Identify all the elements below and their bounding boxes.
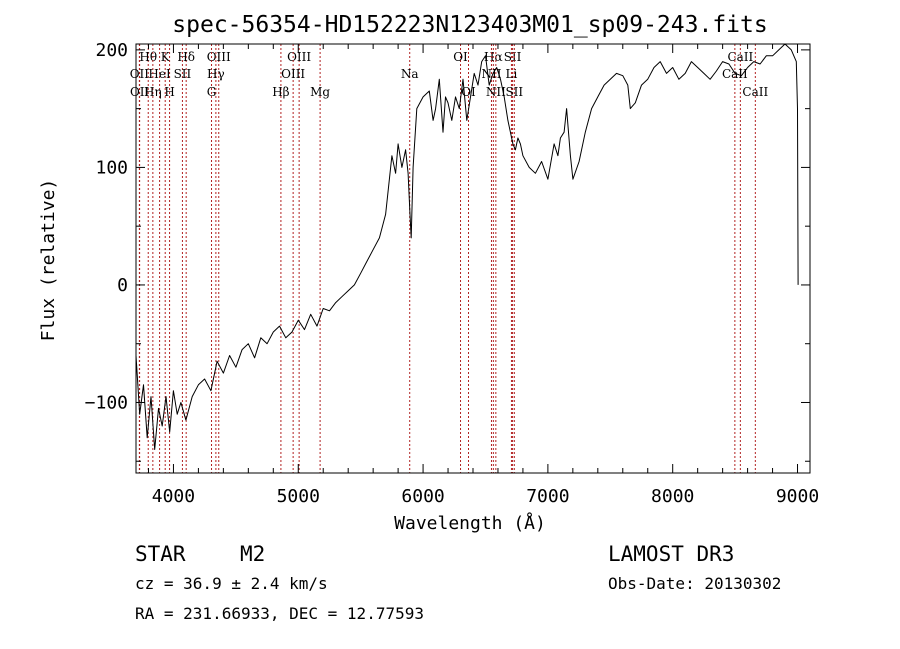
spectral-line-label: OIII (281, 67, 305, 81)
y-tick-label: 0 (117, 275, 128, 296)
spectral-line-label: Hα (484, 50, 503, 64)
y-tick-label: 200 (95, 40, 128, 61)
spectral-line-label: HeI (148, 67, 171, 81)
spectral-line-label: Hη (144, 85, 162, 99)
spectral-line-label: OI (453, 50, 468, 64)
spectral-line-label: Mg (310, 85, 330, 99)
x-tick-label: 7000 (526, 486, 569, 507)
spectral-line-label: G (207, 85, 217, 99)
spectral-line-label: K (161, 50, 171, 64)
coordinates: RA = 231.66933, DEC = 12.77593 (135, 604, 424, 623)
spectral-line-label: CaII (722, 67, 748, 81)
y-axis-label: Flux (relative) (38, 179, 59, 342)
object-class: STAR (135, 542, 186, 566)
plot-frame (135, 43, 811, 474)
x-tick-label: 5000 (277, 486, 320, 507)
spectral-line-label: OII (130, 85, 150, 99)
spectral-line-label: SII (174, 67, 192, 81)
redshift-cz: cz = 36.9 ± 2.4 km/s (135, 574, 328, 593)
spectral-line-label: Li (506, 67, 518, 81)
spectral-line-label: CaII (727, 50, 753, 64)
spectral-line-label: SII (505, 85, 523, 99)
spectral-line-label: OIII (207, 50, 231, 64)
spectral-line-label: H (164, 85, 174, 99)
spectral-line-label: Na (401, 67, 419, 81)
axis-ticks-layer: 4000 5000 6000 7000 8000 9000 −100 0 100 200 (85, 40, 820, 507)
y-tick-label: 100 (95, 157, 128, 178)
x-tick-label: 6000 (401, 486, 444, 507)
spectral-line-label: Hγ (207, 67, 225, 81)
survey-name: LAMOST DR3 (608, 542, 734, 566)
observation-date: Obs-Date: 20130302 (608, 574, 781, 593)
spectral-line-label: Hδ (177, 50, 195, 64)
x-axis-label: Wavelength (Å) (394, 512, 546, 534)
spectral-line-label: CaII (742, 85, 768, 99)
spectral-line-label: SII (504, 50, 522, 64)
x-tick-label: 9000 (776, 486, 819, 507)
spectral-line-label: Hθ (139, 50, 157, 64)
spectral-line-label: Hβ (272, 85, 289, 99)
object-subclass: M2 (240, 542, 265, 566)
x-tick-label: 8000 (651, 486, 694, 507)
spectrum-layer (135, 43, 799, 450)
x-tick-label: 4000 (152, 486, 195, 507)
spectral-line-label: NII (486, 85, 506, 99)
spectral-line-label: OIII (287, 50, 311, 64)
spectrum-series-line (135, 43, 799, 450)
spectral-line-label: NII (481, 67, 501, 81)
chart-title: spec-56354-HD152223N123403M01_sp09-243.f… (172, 12, 767, 38)
y-tick-label: −100 (85, 392, 128, 413)
